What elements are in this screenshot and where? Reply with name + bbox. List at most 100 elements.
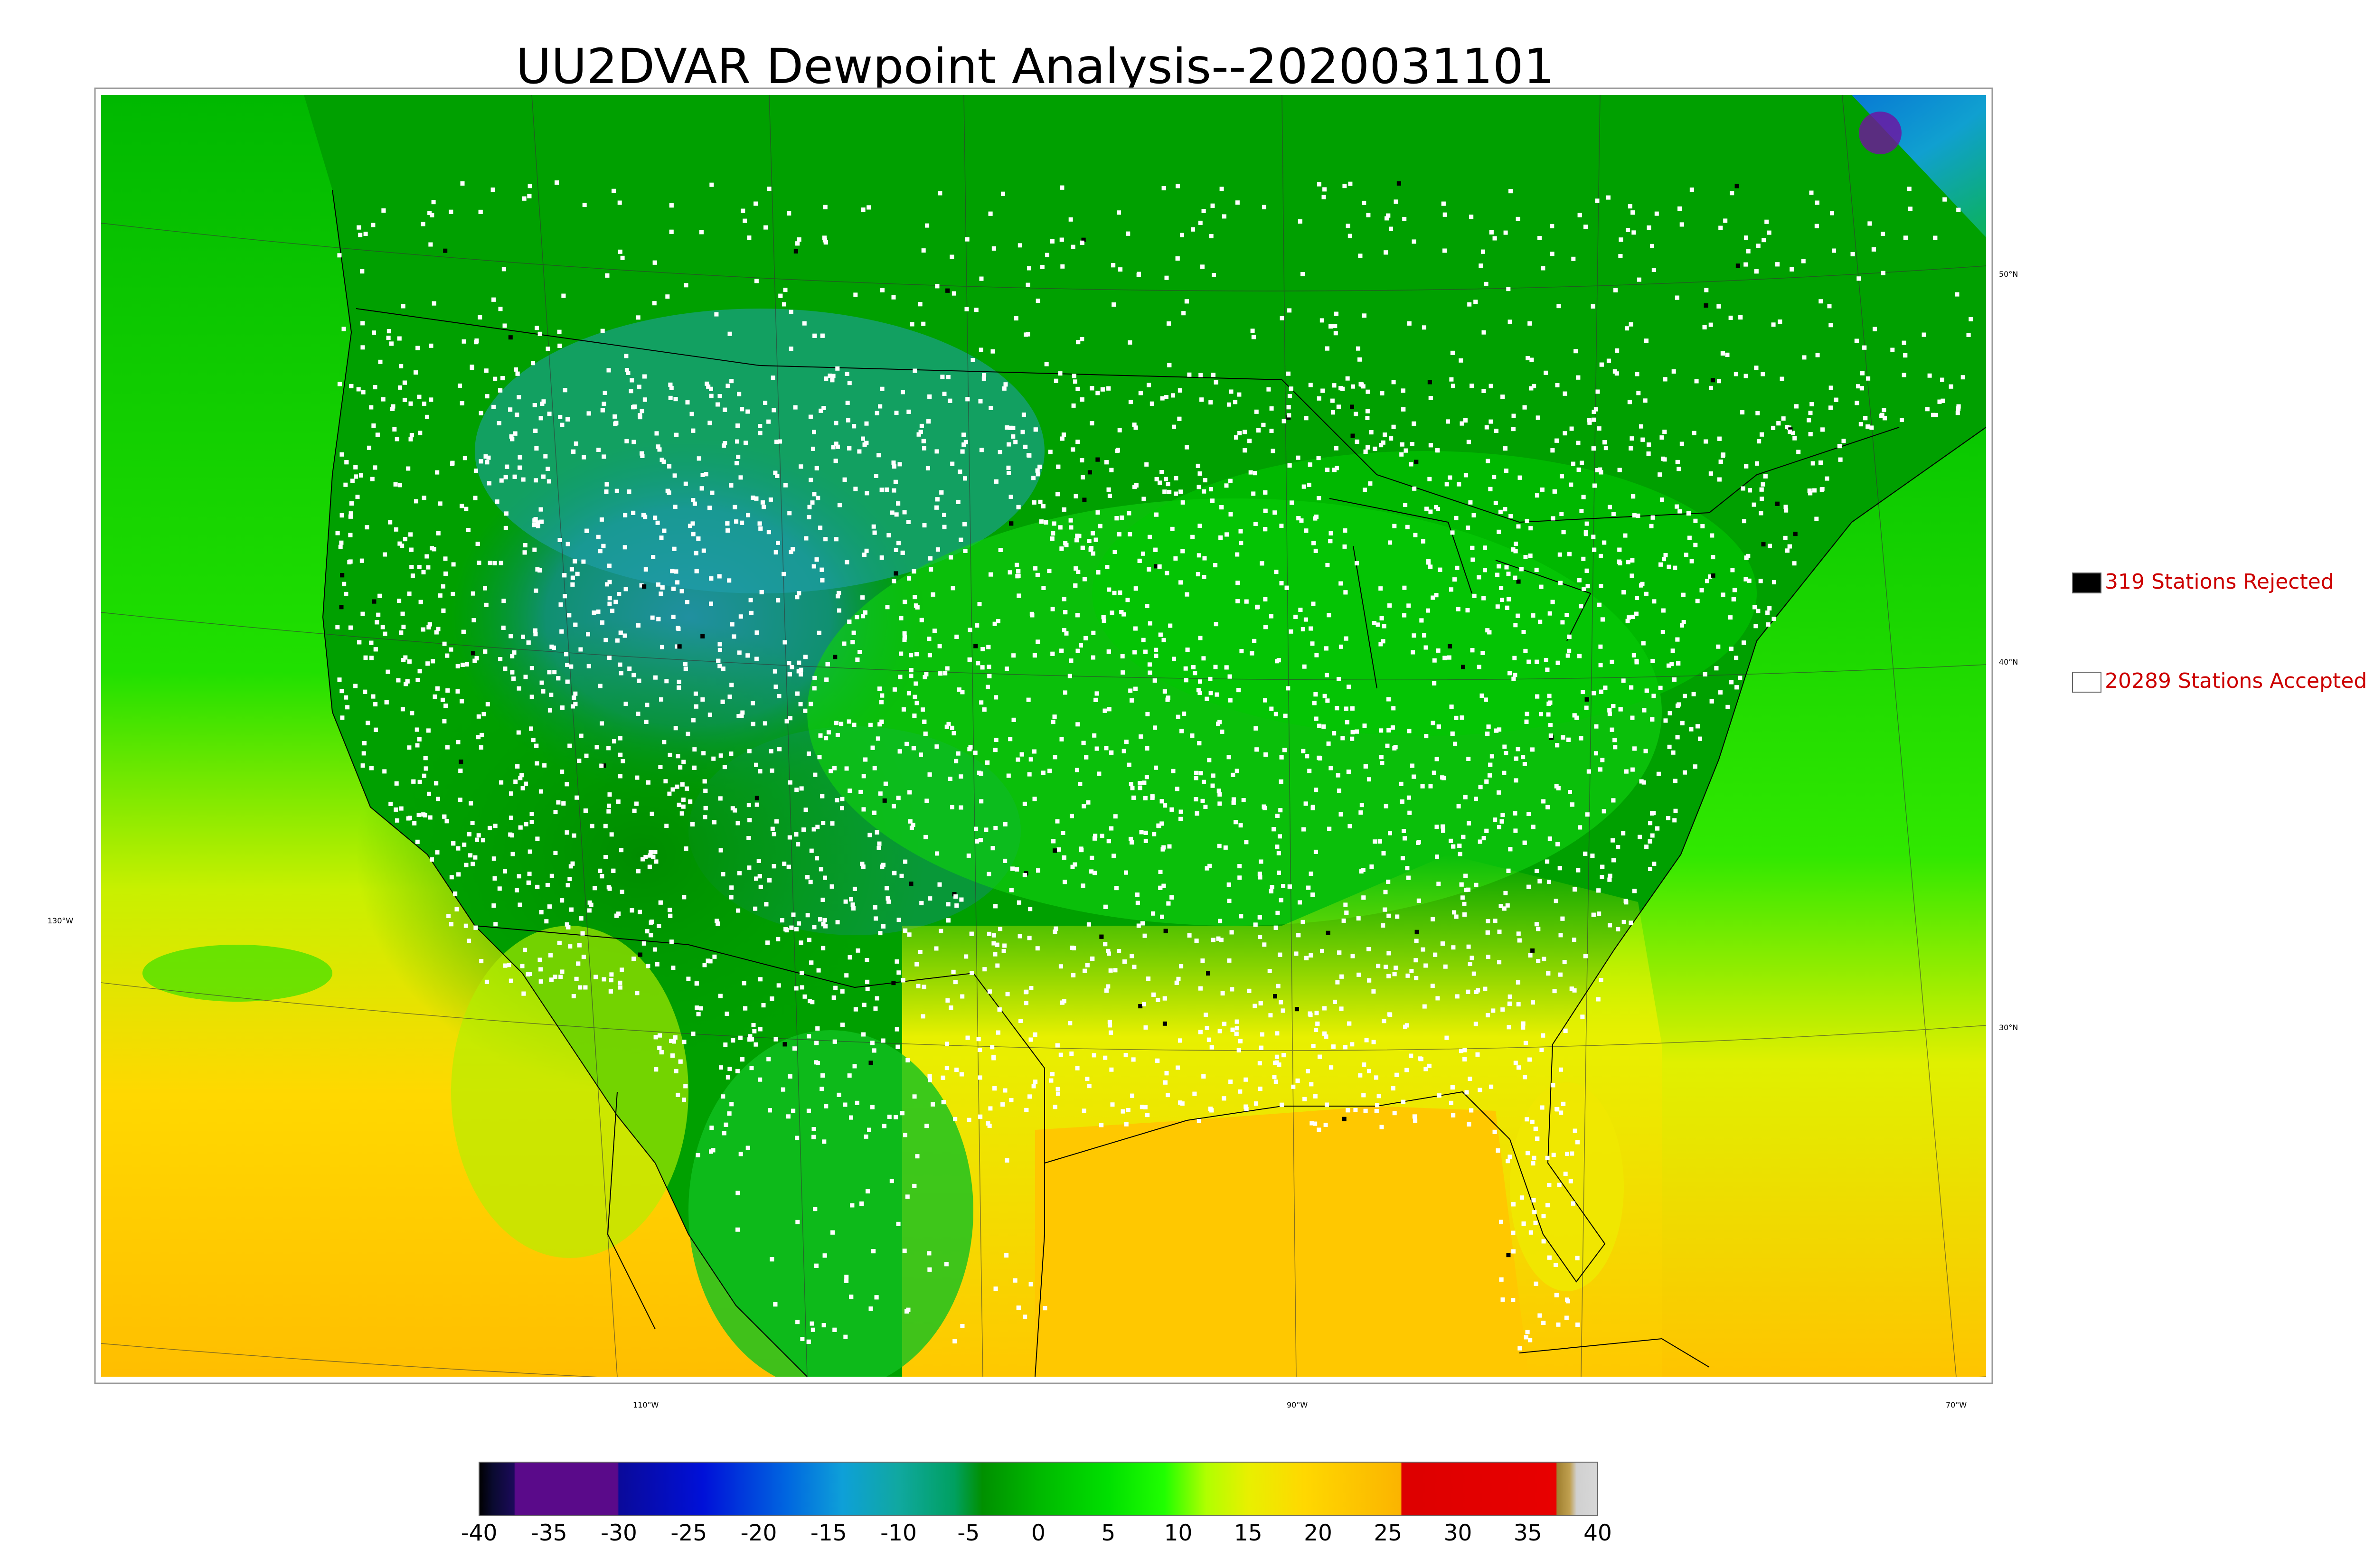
station-accepted: [953, 894, 958, 899]
station-accepted: [1180, 1101, 1185, 1106]
station-accepted: [820, 1073, 825, 1078]
station-accepted: [1827, 304, 1832, 309]
station-accepted: [893, 479, 898, 484]
station-accepted: [1548, 733, 1553, 738]
station-accepted: [994, 695, 999, 700]
station-accepted: [1768, 544, 1772, 548]
station-accepted: [1557, 1183, 1562, 1187]
station-accepted: [1414, 939, 1419, 943]
station-accepted: [1296, 516, 1301, 521]
station-accepted: [1478, 1088, 1482, 1092]
station-accepted: [861, 774, 866, 779]
station-accepted: [1170, 526, 1175, 531]
station-accepted: [1125, 598, 1130, 602]
station-accepted: [1630, 558, 1635, 563]
station-accepted: [1430, 984, 1435, 988]
station-accepted: [1158, 480, 1162, 485]
station-accepted: [1184, 678, 1188, 683]
station-accepted: [531, 738, 536, 742]
station-accepted: [599, 763, 604, 768]
station-accepted: [1210, 783, 1215, 788]
station-accepted: [1209, 234, 1214, 238]
station-accepted: [1258, 935, 1262, 939]
station-accepted: [1178, 388, 1182, 393]
station-accepted: [1013, 440, 1018, 444]
station-accepted: [806, 1108, 811, 1113]
station-accepted: [1755, 461, 1759, 466]
station-accepted: [685, 600, 689, 604]
station-accepted: [586, 411, 591, 416]
station-accepted: [422, 496, 426, 500]
station-accepted: [745, 653, 750, 658]
station-accepted: [1209, 1045, 1214, 1050]
station-accepted: [725, 1011, 729, 1016]
station-accepted: [1010, 866, 1015, 871]
station-accepted: [934, 505, 939, 510]
station-accepted: [1286, 405, 1291, 410]
station-accepted: [1790, 431, 1795, 435]
station-accepted: [1599, 977, 1603, 982]
station-accepted: [1575, 1140, 1580, 1145]
station-accepted: [1100, 834, 1104, 838]
station-accepted: [686, 732, 690, 736]
station-accepted: [1504, 751, 1508, 755]
station-accepted: [1263, 597, 1268, 601]
station-accepted: [1217, 1029, 1222, 1033]
station-accepted: [1698, 736, 1702, 741]
station-accepted: [1814, 516, 1819, 521]
station-accepted: [1055, 1043, 1060, 1048]
station-accepted: [1556, 1322, 1561, 1327]
station-accepted: [1500, 1007, 1505, 1012]
station-accepted: [1555, 383, 1560, 387]
station-accepted: [1099, 1123, 1104, 1127]
station-accepted: [1247, 439, 1252, 443]
station-accepted: [881, 1038, 886, 1043]
station-rejected: [1427, 380, 1432, 385]
station-accepted: [1319, 318, 1324, 323]
station-accepted: [820, 1087, 824, 1091]
station-accepted: [993, 952, 998, 957]
station-accepted: [1000, 1102, 1005, 1107]
station-accepted: [980, 647, 985, 651]
station-accepted: [1316, 456, 1321, 460]
station-accepted: [1496, 1148, 1500, 1153]
station-rejected: [1448, 644, 1452, 648]
station-accepted: [539, 910, 544, 915]
station-accepted: [850, 902, 855, 907]
station-accepted: [896, 918, 901, 922]
station-accepted: [720, 699, 725, 704]
station-accepted: [1402, 613, 1407, 618]
station-accepted: [1703, 672, 1707, 676]
station-accepted: [371, 223, 376, 227]
station-accepted: [1513, 828, 1518, 833]
station-accepted: [1554, 899, 1558, 903]
station-accepted: [462, 456, 467, 460]
station-accepted: [363, 655, 368, 660]
station-accepted: [1790, 267, 1794, 272]
station-accepted: [1760, 432, 1764, 437]
station-accepted: [1580, 460, 1584, 465]
station-accepted: [1554, 1293, 1559, 1297]
station-accepted: [817, 630, 821, 635]
station-accepted: [1477, 665, 1481, 669]
station-accepted: [1663, 553, 1668, 557]
station-accepted: [1236, 688, 1241, 693]
station-accepted: [1801, 259, 1806, 263]
station-accepted: [549, 644, 554, 649]
station-accepted: [740, 710, 745, 715]
station-accepted: [1955, 292, 1959, 297]
station-accepted: [794, 788, 799, 792]
station-accepted: [386, 669, 390, 674]
station-accepted: [417, 564, 422, 569]
station-accepted: [1008, 570, 1012, 575]
station-accepted: [1229, 389, 1234, 394]
station-accepted: [656, 617, 661, 621]
station-accepted: [365, 525, 369, 530]
station-accepted: [1302, 1097, 1307, 1101]
station-accepted: [526, 640, 531, 645]
station-accepted: [1497, 960, 1502, 965]
station-accepted: [1399, 452, 1404, 457]
station-accepted: [1441, 201, 1446, 206]
station-accepted: [722, 765, 727, 770]
station-accepted: [1140, 551, 1145, 556]
